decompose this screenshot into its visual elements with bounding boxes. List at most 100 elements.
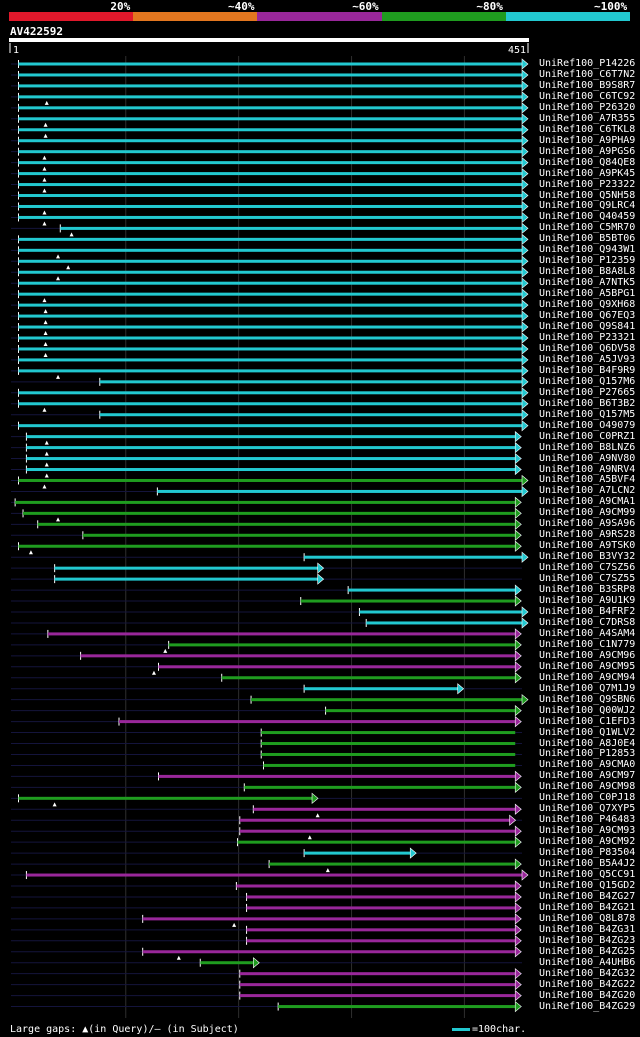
hit-name[interactable]: UniRef100_C7SZ56 bbox=[539, 562, 636, 574]
hit-name[interactable]: UniRef100_A4SAM4 bbox=[539, 627, 636, 639]
hit-name[interactable]: UniRef100_Q9SBN6 bbox=[539, 693, 636, 705]
hit-name[interactable]: UniRef100_Q157M6 bbox=[539, 375, 636, 387]
hit-name[interactable]: UniRef100_B4ZG29 bbox=[539, 1000, 636, 1012]
hit-name[interactable]: UniRef100_B5A4J2 bbox=[539, 858, 636, 870]
hit-name[interactable]: UniRef100_A7LCN2 bbox=[539, 485, 636, 497]
hit-name[interactable]: UniRef100_B4ZG22 bbox=[539, 978, 636, 990]
hit-name[interactable]: UniRef100_A9PK45 bbox=[539, 167, 636, 179]
hit-arrowhead bbox=[521, 288, 529, 300]
hit-name[interactable]: UniRef100_Q40459 bbox=[539, 211, 636, 223]
hit-name[interactable]: UniRef100_Q9XH68 bbox=[539, 299, 636, 311]
hit-name[interactable]: UniRef100_P12359 bbox=[539, 255, 636, 267]
hit-name[interactable]: UniRef100_B6T3B2 bbox=[539, 397, 636, 409]
hit-name[interactable]: UniRef100_C6T7N2 bbox=[539, 68, 636, 80]
hit-name[interactable]: UniRef100_P23321 bbox=[539, 332, 636, 343]
hit-name[interactable]: UniRef100_B4F9R9 bbox=[539, 364, 636, 376]
hit-name[interactable]: UniRef100_Q15GD2 bbox=[539, 880, 636, 891]
hit-name[interactable]: UniRef100_A9NV80 bbox=[539, 452, 636, 464]
hit-name[interactable]: UniRef100_B5BT06 bbox=[539, 233, 636, 245]
hit-name[interactable]: UniRef100_C0PJ18 bbox=[539, 792, 636, 804]
hit-name[interactable]: UniRef100_C6TC92 bbox=[539, 90, 636, 102]
hit-name[interactable]: UniRef100_B8LNZ6 bbox=[539, 441, 636, 453]
hit-name[interactable]: UniRef100_A7NTK5 bbox=[539, 277, 636, 289]
hit-bar bbox=[359, 610, 522, 614]
hit-name[interactable]: UniRef100_B4ZG21 bbox=[539, 901, 636, 913]
hit-name[interactable]: UniRef100_A9CM93 bbox=[539, 825, 636, 837]
hit-name[interactable]: UniRef100_A9PGS6 bbox=[539, 145, 636, 157]
hit-name[interactable]: UniRef100_B4ZG20 bbox=[539, 989, 636, 1001]
hit-name[interactable]: UniRef100_A9SA96 bbox=[539, 518, 636, 530]
hit-name[interactable]: UniRef100_Q9S841 bbox=[539, 321, 636, 333]
hit-name[interactable]: UniRef100_A8J0E4 bbox=[539, 737, 636, 749]
hit-name[interactable]: UniRef100_A9CM96 bbox=[539, 649, 636, 661]
hit-name[interactable]: UniRef100_A9CM92 bbox=[539, 836, 636, 848]
hit-name[interactable]: UniRef100_P14226 bbox=[539, 58, 636, 69]
hit-name[interactable]: UniRef100_B3VY32 bbox=[539, 551, 636, 563]
hit-name[interactable]: UniRef100_A9CM94 bbox=[539, 671, 636, 683]
hit-name[interactable]: UniRef100_C0PRZ1 bbox=[539, 430, 636, 442]
hit-name[interactable]: UniRef100_P46483 bbox=[539, 814, 636, 826]
hit-name[interactable]: UniRef100_B4ZG23 bbox=[539, 934, 636, 946]
hit-name[interactable]: UniRef100_B9S8R7 bbox=[539, 79, 636, 91]
hit-name[interactable]: UniRef100_Q00WJ2 bbox=[539, 704, 636, 716]
hit-name[interactable]: UniRef100_A9CMA0 bbox=[539, 759, 636, 771]
hit-name[interactable]: UniRef100_P23322 bbox=[539, 178, 636, 190]
hit-name[interactable]: UniRef100_A5JV93 bbox=[539, 353, 636, 365]
hit-name[interactable]: UniRef100_B4ZG32 bbox=[539, 967, 636, 979]
hit-name[interactable]: UniRef100_A9U1K9 bbox=[539, 595, 636, 607]
hit-name[interactable]: UniRef100_O49079 bbox=[539, 419, 636, 431]
hit-name[interactable]: UniRef100_A9CMA1 bbox=[539, 496, 636, 508]
legend-swatch bbox=[257, 12, 382, 21]
hit-name[interactable]: UniRef100_B3SRP8 bbox=[539, 584, 636, 596]
query-gap-marker bbox=[44, 100, 49, 105]
hit-name[interactable]: UniRef100_Q7M1J9 bbox=[539, 682, 636, 694]
hit-name[interactable]: UniRef100_A5BPG1 bbox=[539, 288, 636, 300]
hit-name[interactable]: UniRef100_A5BVF4 bbox=[539, 474, 636, 486]
hit-name[interactable]: UniRef100_Q5NH58 bbox=[539, 189, 636, 201]
hit-name[interactable]: UniRef100_A9NRV4 bbox=[539, 463, 636, 475]
hit-name[interactable]: UniRef100_B4ZG27 bbox=[539, 890, 636, 902]
hit-name[interactable]: UniRef100_B4ZG25 bbox=[539, 945, 636, 957]
hit-name[interactable]: UniRef100_B8A8L8 bbox=[539, 266, 636, 278]
hit-name[interactable]: UniRef100_Q7XYP5 bbox=[539, 803, 636, 815]
hit-arrowhead bbox=[311, 792, 319, 804]
hit-name[interactable]: UniRef100_Q157M5 bbox=[539, 408, 636, 420]
hit-name[interactable]: UniRef100_A9CM97 bbox=[539, 770, 636, 782]
hit-name[interactable]: UniRef100_B4FRF2 bbox=[539, 606, 636, 617]
hit-name[interactable]: UniRef100_Q67EQ3 bbox=[539, 310, 636, 322]
hit-arrowhead bbox=[514, 913, 522, 925]
hit-name[interactable]: UniRef100_Q6DV58 bbox=[539, 342, 636, 354]
hit-name[interactable]: UniRef100_A7R355 bbox=[539, 112, 636, 124]
hit-name[interactable]: UniRef100_Q84QE8 bbox=[539, 156, 636, 168]
hit-name[interactable]: UniRef100_A9CM99 bbox=[539, 507, 636, 519]
hit-arrowhead bbox=[521, 310, 529, 322]
hit-name[interactable]: UniRef100_C6TKL8 bbox=[539, 123, 636, 135]
query-start-label: 1 bbox=[13, 45, 19, 56]
hit-name[interactable]: UniRef100_P27665 bbox=[539, 386, 636, 398]
hit-bar bbox=[18, 161, 522, 165]
hit-name[interactable]: UniRef100_P12853 bbox=[539, 748, 636, 760]
hit-name[interactable]: UniRef100_Q1WLV2 bbox=[539, 726, 636, 738]
hit-bar bbox=[239, 972, 516, 976]
hit-name[interactable]: UniRef100_A9TSK0 bbox=[539, 540, 636, 552]
hit-name[interactable]: UniRef100_P83504 bbox=[539, 847, 636, 859]
hit-name[interactable]: UniRef100_C5MR70 bbox=[539, 222, 636, 234]
hit-name[interactable]: UniRef100_C1EFD3 bbox=[539, 715, 636, 727]
hit-name[interactable]: UniRef100_A9PHA9 bbox=[539, 134, 636, 146]
hit-name[interactable]: UniRef100_Q9LRC4 bbox=[539, 200, 636, 212]
hit-name[interactable]: UniRef100_A9CM95 bbox=[539, 660, 636, 672]
hit-arrowhead bbox=[521, 233, 529, 246]
hit-name[interactable]: UniRef100_A4UHB6 bbox=[539, 956, 636, 968]
hit-bar bbox=[54, 577, 318, 581]
hit-name[interactable]: UniRef100_C1N779 bbox=[539, 638, 636, 650]
hit-name[interactable]: UniRef100_C7DRS8 bbox=[539, 616, 636, 628]
hit-name[interactable]: UniRef100_Q8L878 bbox=[539, 912, 636, 924]
hit-name[interactable]: UniRef100_Q943W1 bbox=[539, 244, 636, 256]
hit-name[interactable]: UniRef100_C7SZ55 bbox=[539, 573, 636, 585]
hit-name[interactable]: UniRef100_B4ZG31 bbox=[539, 923, 636, 935]
hit-name[interactable]: UniRef100_P26320 bbox=[539, 101, 636, 113]
hit-name[interactable]: UniRef100_Q5CC91 bbox=[539, 869, 636, 881]
hit-bar bbox=[244, 785, 516, 789]
hit-name[interactable]: UniRef100_A9RS28 bbox=[539, 529, 636, 541]
hit-name[interactable]: UniRef100_A9CM98 bbox=[539, 781, 636, 793]
